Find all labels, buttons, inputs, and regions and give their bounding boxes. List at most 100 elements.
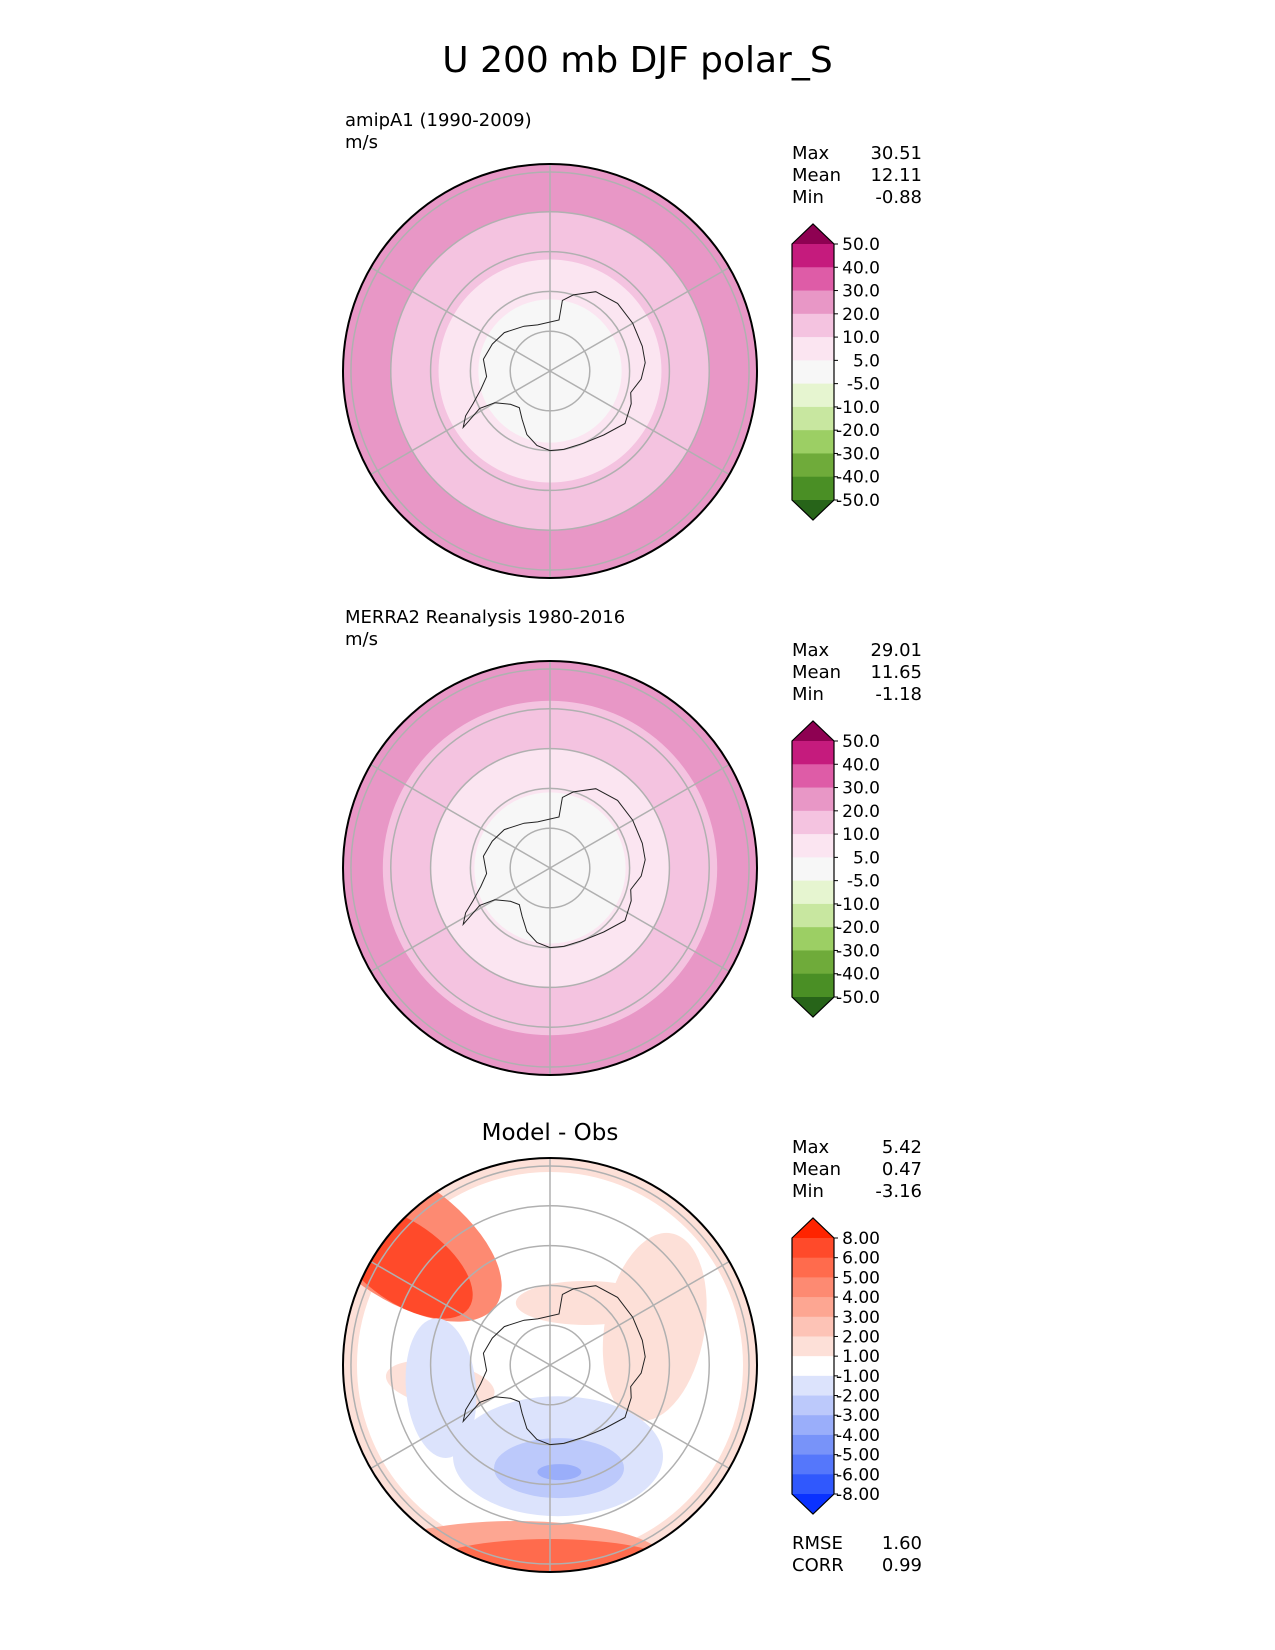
colorbar-segment <box>792 1395 834 1416</box>
colorbar-tick-label: -40.0 <box>836 965 880 985</box>
colorbar-tick-label: 30.0 <box>842 779 880 799</box>
colorbar-segment <box>792 313 834 338</box>
obs-stats: Max 29.01 Mean 11.65 Min -1.18 <box>792 640 922 706</box>
colorbar-tick-label: 6.00 <box>842 1249 880 1269</box>
colorbar-tick-label: 1.00 <box>842 1347 880 1367</box>
obs-panel-title-line1: MERRA2 Reanalysis 1980-2016 <box>345 607 626 628</box>
metric-value: 1.60 <box>881 1533 922 1554</box>
colorbar-extend-top <box>792 1218 834 1238</box>
stat-label: Mean <box>792 1159 842 1180</box>
colorbar-segment <box>792 834 834 858</box>
colorbar-extend-bottom <box>792 997 834 1017</box>
colorbar-segment <box>792 430 834 454</box>
stat-value: 12.11 <box>870 165 922 186</box>
colorbar-segment <box>792 1375 834 1397</box>
negative-anomaly <box>537 1464 582 1481</box>
colorbar-tick-label: -2.00 <box>836 1387 880 1407</box>
colorbar-segment <box>792 267 834 292</box>
diff-metrics: RMSE 1.60 CORR 0.99 <box>792 1533 922 1577</box>
polar-map-3 <box>342 1157 758 1573</box>
colorbar-segment <box>792 337 834 361</box>
colorbar-tick-label: -10.0 <box>836 398 880 418</box>
colorbar-segment <box>792 950 834 975</box>
colorbar-segment <box>792 764 834 789</box>
stat-value: 30.51 <box>870 143 922 164</box>
colorbar-segment <box>792 1415 834 1436</box>
colorbar-tick-label: 8.00 <box>842 1229 880 1249</box>
colorbar-segment <box>792 244 834 268</box>
colorbar-segment <box>792 360 834 385</box>
colorbar-tick-label: -50.0 <box>836 988 880 1008</box>
colorbar-tick-label: 20.0 <box>842 802 880 822</box>
colorbar-tick-label: -4.00 <box>836 1426 880 1446</box>
colorbar-tick-label: -6.00 <box>836 1465 880 1485</box>
colorbar-tick-label: 20.0 <box>842 305 880 325</box>
stat-label: Min <box>792 1181 824 1202</box>
colorbar-segment <box>792 1238 834 1259</box>
stat-label: Max <box>792 1137 830 1158</box>
colorbar-tick-label: -3.00 <box>836 1406 880 1426</box>
polar-map-1 <box>342 163 758 579</box>
colorbar-tick-label: 5.0 <box>853 351 880 371</box>
meridian-line <box>370 763 551 869</box>
colorbar-extend-bottom <box>792 500 834 520</box>
meridian-line <box>370 370 551 476</box>
meridian-line <box>549 266 730 372</box>
colorbar-tick-label: 3.00 <box>842 1308 880 1328</box>
stat-value: 11.65 <box>870 662 922 683</box>
colorbar-tick-label: 4.00 <box>842 1288 880 1308</box>
colorbar-segment <box>792 1257 834 1278</box>
stat-value: -3.16 <box>875 1181 922 1202</box>
antarctica-coastline <box>462 788 646 949</box>
colorbar-extend-bottom <box>792 1494 834 1514</box>
colorbar-2: 50.0 40.0 30.0 20.0 10.0 5.0 -5.0 -10.0 -20.0 -30… <box>791 720 880 1018</box>
colorbar-3: 8.006.005.004.003.002.001.00-1.00-2.00-3… <box>791 1217 880 1515</box>
stat-value: 0.47 <box>881 1159 922 1180</box>
colorbar-tick-label: -30.0 <box>836 941 880 961</box>
colorbar-tick-label: 5.00 <box>842 1268 880 1288</box>
colorbar-tick-label: 10.0 <box>842 825 880 845</box>
map-field <box>343 661 757 1075</box>
colorbar-tick-label: 2.00 <box>842 1327 880 1347</box>
map-border <box>342 163 758 579</box>
meridian-line <box>549 1260 730 1366</box>
meridian-line <box>370 867 551 973</box>
colorbar-segment <box>792 476 834 501</box>
colorbar-segment <box>792 857 834 882</box>
model-panel-units: m/s <box>345 132 378 153</box>
colorbar-tick-label: -5.00 <box>836 1446 880 1466</box>
colorbar-tick-label: 40.0 <box>842 258 880 278</box>
colorbar-tick-label: -30.0 <box>836 444 880 464</box>
meridian-line <box>549 370 730 476</box>
map-field <box>343 164 757 578</box>
colorbar-segment <box>792 1474 834 1495</box>
colorbar-segment <box>792 927 834 951</box>
colorbar-extend-top <box>792 721 834 741</box>
antarctica-coastline <box>462 1285 646 1446</box>
model-panel-title-line1: amipA1 (1990-2009) <box>345 110 532 131</box>
map-border <box>342 1157 758 1573</box>
stat-label: Min <box>792 187 824 208</box>
colorbar-segment <box>792 880 834 905</box>
map-field <box>343 1158 757 1572</box>
colorbar-tick-label: 5.0 <box>853 848 880 868</box>
colorbar-tick-label: 50.0 <box>842 235 880 255</box>
colorbar-segment <box>792 810 834 835</box>
colorbar-extend-top <box>792 224 834 244</box>
obs-panel-units: m/s <box>345 629 378 650</box>
colorbar-segment <box>792 406 834 431</box>
meridian-line <box>549 867 730 973</box>
model-panel-title: amipA1 (1990-2009) m/s <box>345 110 532 154</box>
stat-label: Mean <box>792 165 842 186</box>
colorbar-segment <box>792 383 834 408</box>
colorbar-segment <box>792 453 834 478</box>
metric-label: CORR <box>792 1555 844 1576</box>
graticule <box>350 164 750 578</box>
figure-title: U 200 mb DJF polar_S <box>442 40 833 81</box>
stat-value: 29.01 <box>870 640 922 661</box>
diff-stats: Max 5.42 Mean 0.47 Min -3.16 <box>792 1137 922 1203</box>
colorbar-segment <box>792 1454 834 1475</box>
meridian-line <box>549 1364 730 1470</box>
colorbar-tick-label: 10.0 <box>842 328 880 348</box>
